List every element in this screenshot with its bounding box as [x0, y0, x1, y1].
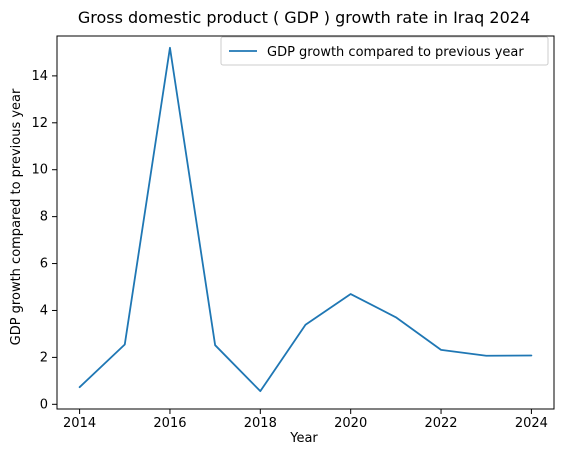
- x-tick-label: 2014: [63, 416, 96, 431]
- y-tick-label: 4: [40, 303, 48, 318]
- y-tick-label: 12: [31, 116, 48, 131]
- legend: GDP growth compared to previous year: [220, 36, 549, 66]
- y-tick-label: 2: [40, 350, 48, 365]
- x-tick-label: 2016: [153, 416, 186, 431]
- y-axis-label: GDP growth compared to previous year: [9, 88, 24, 345]
- y-tick-label: 10: [31, 163, 48, 178]
- legend-label: GDP growth compared to previous year: [267, 45, 524, 60]
- plot-frame: [56, 35, 555, 410]
- y-tick-label: 8: [40, 210, 48, 225]
- y-tick-label: 0: [40, 397, 48, 412]
- chart-title: Gross domestic product ( GDP ) growth ra…: [78, 8, 530, 27]
- y-tick-label: 6: [40, 257, 48, 272]
- x-tick-label: 2020: [334, 416, 367, 431]
- x-tick-label: 2018: [244, 416, 277, 431]
- x-axis-label: Year: [289, 431, 318, 446]
- x-tick-label: 2024: [515, 416, 548, 431]
- y-tick-label: 14: [31, 69, 48, 84]
- plot-area: 2014 2016 2018 2020 2022 2024 0 2 4 6 8 10 12 14: [31, 35, 555, 431]
- legend-box: [220, 36, 549, 66]
- x-tick-label: 2022: [424, 416, 457, 431]
- series-line-gdp-growth: [78, 46, 533, 393]
